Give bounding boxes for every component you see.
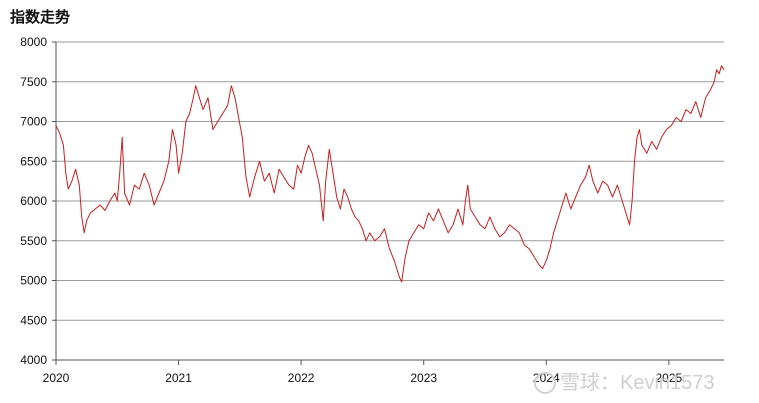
y-tick-label: 5500 [20,234,47,248]
y-tick-label: 7000 [20,115,47,129]
data-series [55,65,725,283]
y-tick-label: 8000 [20,35,47,49]
x-tick-label: 2020 [43,371,70,385]
grid-lines [56,41,724,321]
x-tick-label: 2025 [655,371,682,385]
y-tick-label: 7500 [20,75,47,89]
x-tick-label: 2021 [165,371,192,385]
snowball-logo-icon [534,372,556,394]
y-tick-label: 4000 [20,353,47,367]
series-line-0 [55,65,725,283]
watermark-text: 雪球：Kevin1573 [560,372,715,394]
x-tick-label: 2023 [410,371,437,385]
y-tick-label: 6500 [20,154,47,168]
y-tick-label: 5000 [20,274,47,288]
chart-title: 指数走势 [10,9,71,26]
y-tick-label: 6000 [20,194,47,208]
x-tick-label: 2022 [288,371,315,385]
watermark: 雪球：Kevin1573 [534,366,715,395]
y-axis-ticks: 4000 4500 5000 5500 6000 6500 7000 7500 8000 [20,35,56,367]
y-tick-label: 4500 [20,313,47,327]
